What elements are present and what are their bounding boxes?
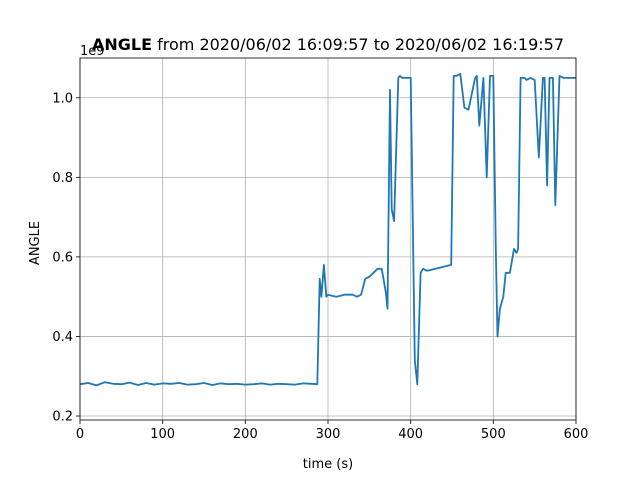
y-tick-label: 1.0 xyxy=(52,91,73,106)
x-tick-label: 300 xyxy=(316,427,341,442)
chart-title-bold: ANGLE xyxy=(92,35,152,54)
x-tick-label: 500 xyxy=(481,427,506,442)
x-axis-ticks: 0 100 200 300 400 500 600 xyxy=(76,420,589,442)
x-tick-label: 400 xyxy=(398,427,423,442)
y-tick-label: 0.8 xyxy=(52,171,73,186)
chart-title: ANGLE from 2020/06/02 16:09:57 to 2020/0… xyxy=(92,35,564,54)
x-axis-label: time (s) xyxy=(303,457,353,472)
x-tick-label: 600 xyxy=(564,427,589,442)
chart-title-rest: from 2020/06/02 16:09:57 to 2020/06/02 1… xyxy=(152,35,564,54)
y-axis-ticks: 0.2 0.4 0.6 0.8 1.0 xyxy=(52,91,80,425)
y-tick-label: 0.4 xyxy=(52,330,73,345)
series-line xyxy=(80,73,576,387)
y-axis-label: ANGLE xyxy=(28,221,43,265)
x-tick-label: 0 xyxy=(76,427,84,442)
x-tick-label: 200 xyxy=(233,427,258,442)
x-tick-label: 100 xyxy=(150,427,175,442)
y-tick-label: 0.6 xyxy=(52,250,73,265)
y-offset-label: 1e9 xyxy=(80,44,105,59)
y-tick-label: 0.2 xyxy=(52,410,73,425)
